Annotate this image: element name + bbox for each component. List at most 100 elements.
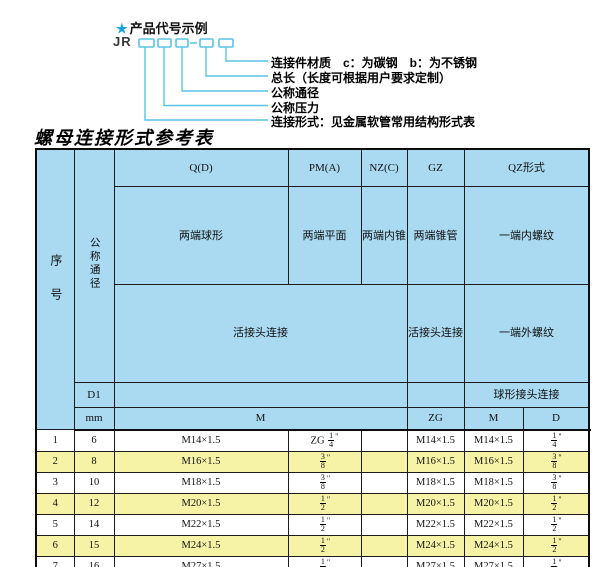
cell-qg_m: M20×1.5 [463, 492, 524, 515]
cell-m: M24×1.5 [113, 534, 289, 557]
cell-dn: 14 [73, 513, 115, 536]
star-icon: ★ [116, 21, 128, 36]
header-row-4: D1 球形接头连接 连接 [36, 381, 590, 408]
cell-qg_zg: 12" [522, 555, 590, 567]
label-diameter: 公称通径 [271, 86, 320, 100]
code-prefix: JR [113, 34, 132, 49]
cell-zg: 12" [287, 555, 362, 567]
cell-dn: 16 [73, 555, 115, 567]
cell-zg: 3 8 " [287, 450, 362, 473]
header-d1: D1 [73, 381, 115, 408]
header-desc-gz: 两端锥管 [406, 186, 465, 286]
header-empty-gz [406, 381, 465, 408]
header-code-qd: Q(D) [113, 148, 289, 188]
cell-zg: ZG 1 4 " [287, 429, 362, 452]
cell-qz_d: M22×1.5 [406, 513, 465, 536]
cell-no: 5 [35, 513, 75, 536]
header-diameter: 公称通径 [73, 148, 115, 383]
cell-m: M16×1.5 [113, 450, 289, 473]
diagram-title: ★ 产品代号示例 [116, 18, 208, 37]
cell-dn: 15 [73, 534, 115, 557]
header-row-1: 序号 公称通径 Q(D) PM(A) NZ(C) GZ QZ形式 QG形式 [35, 148, 590, 431]
header-union-left: 活接头连接 [113, 284, 408, 383]
table-row: 2 8 M16×1.5 3 8 " M16×1.5 M16×1.5 3 8 " [35, 450, 590, 473]
code-diagram-graphics [138, 38, 268, 121]
product-code-diagram: ★ 产品代号示例 JR 连接件材质 c：为碳钢 b：为不锈钢 总长（长度可根据用户… [0, 0, 600, 130]
cell-qg_m: M18×1.5 [463, 471, 524, 494]
header-diameter-text: 公称通径 [88, 237, 100, 292]
header-qz-row3: 球形接头连接 [463, 381, 590, 408]
cell-dn: 6 [73, 429, 115, 452]
code-box-1 [138, 38, 155, 48]
table-row: 4 12 M20×1.5 1 2 " M20×1.5 M20×1.5 1 2 " [35, 492, 590, 515]
cell-qg_m: M14×1.5 [463, 429, 524, 452]
cell-dn: 8 [73, 450, 115, 473]
header-code-pma: PM(A) [287, 148, 362, 188]
cell-qg_m: M27×1.5 [463, 555, 524, 567]
cell-m: M20×1.5 [113, 492, 289, 515]
cell-dn: 12 [73, 492, 115, 515]
label-pressure: 公称压力 [271, 100, 320, 115]
leader-line-pressure [163, 47, 268, 107]
cell-no: 1 [35, 429, 75, 452]
cell-no: 3 [35, 471, 75, 494]
cell-qz_d: M14×1.5 [406, 429, 465, 452]
cell-m: M22×1.5 [113, 513, 289, 536]
cell-m: M27×1.5 [113, 555, 289, 567]
header-desc-pma: 两端平面 [287, 186, 362, 286]
header-zg-col: ZG [406, 406, 465, 431]
table-row: 5 14 M22×1.5 1 2 " M22×1.5 M22×1.5 1 2 " [35, 513, 590, 536]
header-serial: 序号 [35, 148, 75, 431]
cell-qz_m [360, 492, 408, 515]
header-qz-title: QZ形式 [463, 148, 590, 188]
code-box-5 [218, 38, 234, 48]
header-union-gz: 活接头连接 [406, 284, 465, 383]
label-form: 连接形式：见金属软管常用结构形式表 [271, 115, 476, 129]
cell-qg_zg: 3 8 " [522, 450, 590, 473]
leader-line-material [225, 47, 268, 62]
header-row-3: 活接头连接 活接头连接 一端外螺纹 一端锥管螺纹接头 [36, 284, 590, 383]
header-code-nzc: NZ(C) [360, 148, 408, 188]
table-row: 1 6 M14×1.5 ZG 1 4 " M14×1.5 M14×1.5 1 4 " [35, 429, 590, 452]
header-qz-sub2: D [522, 406, 590, 431]
leader-line-diameter [181, 47, 268, 92]
header-code-gz: GZ [406, 148, 465, 188]
header-qz-row1: 一端内螺纹 [463, 186, 590, 286]
diagram-title-text: 产品代号示例 [129, 21, 208, 36]
cell-qz_d: M27×1.5 [406, 555, 465, 567]
cell-qz_m [360, 534, 408, 557]
label-length: 总长（长度可根据用户要求定制） [271, 71, 452, 85]
cell-qg_m: M16×1.5 [463, 450, 524, 473]
cell-qz_m [360, 555, 408, 567]
table-body: 1 6 M14×1.5 ZG 1 4 " M14×1.5 M14×1.5 1 4 " 2 8 M16×1.… [35, 429, 590, 567]
cell-qg_zg: 1 4 " [522, 429, 590, 452]
table-header: 序号 公称通径 Q(D) PM(A) NZ(C) GZ QZ形式 QG形式 两端… [35, 148, 590, 431]
cell-m: M18×1.5 [113, 471, 289, 494]
code-box-3 [175, 38, 189, 48]
cell-qz_m [360, 471, 408, 494]
header-desc-nzc: 两端内锥 [360, 186, 408, 286]
table-row: 6 15 M24×1.5 1 2 " M24×1.5 M24×1.5 1 2 " [35, 534, 590, 557]
section-title: 螺母连接形式参考表 [34, 128, 214, 149]
cell-no: 7 [35, 555, 75, 567]
leader-line-form [144, 47, 268, 121]
code-box-4 [199, 38, 214, 48]
cell-no: 4 [35, 492, 75, 515]
cell-no: 2 [35, 450, 75, 473]
cell-dn: 10 [73, 471, 115, 494]
cell-qg_m: M22×1.5 [463, 513, 524, 536]
header-qz-row2: 一端外螺纹 [463, 284, 590, 383]
header-empty-left [113, 381, 408, 408]
cell-qz_d: M24×1.5 [406, 534, 465, 557]
cell-no: 6 [35, 534, 75, 557]
cell-qz_m [360, 450, 408, 473]
header-desc-qd: 两端球形 [113, 186, 289, 286]
